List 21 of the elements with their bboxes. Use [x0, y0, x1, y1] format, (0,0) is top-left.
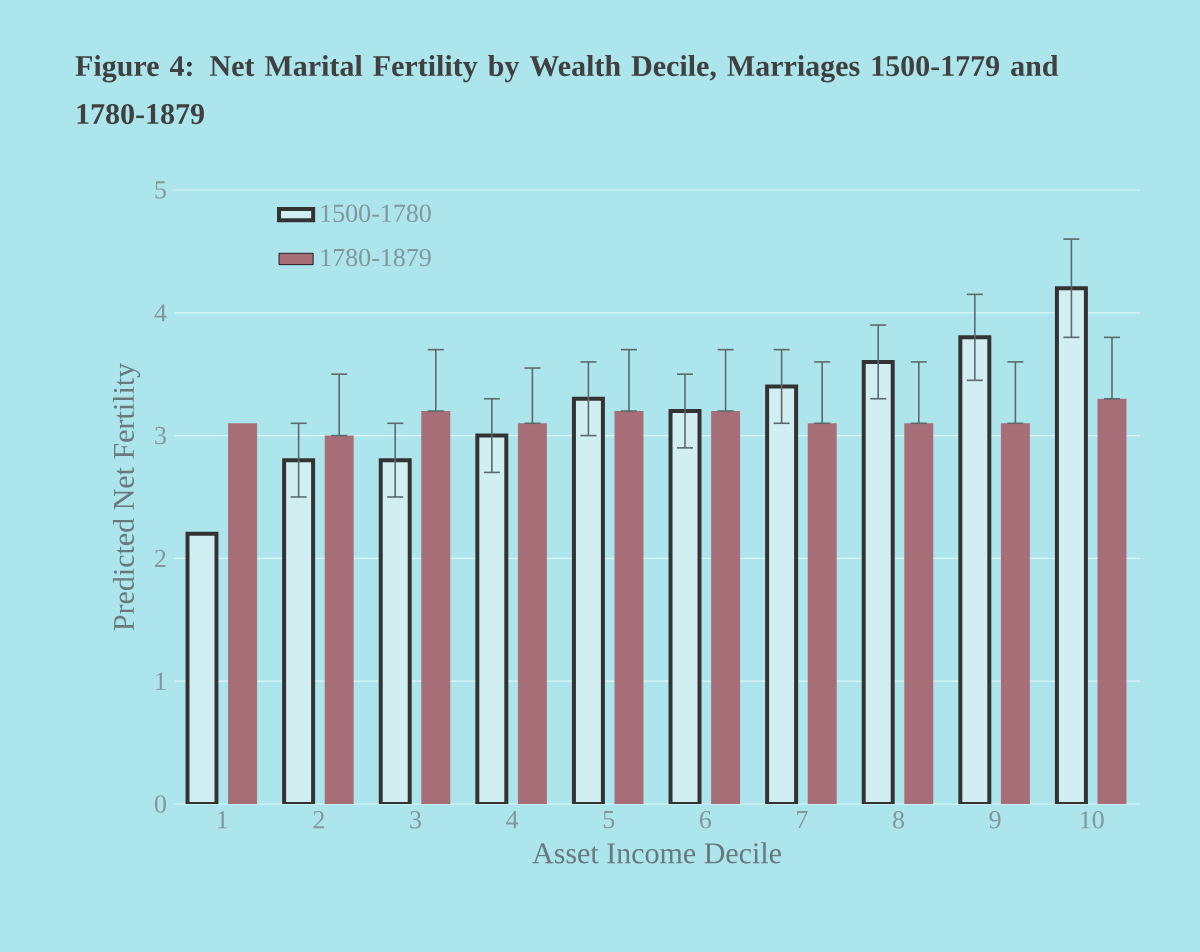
x-tick-label: 8 — [893, 811, 905, 829]
x-tick-label: 2 — [313, 811, 324, 829]
x-tick-label: 9 — [989, 811, 1001, 829]
x-tick-label: 1 — [218, 811, 228, 829]
y-tick-label: 4 — [154, 304, 167, 322]
legend-label: 1780-1879 — [321, 248, 431, 267]
x-tick-label: 5 — [603, 811, 615, 829]
chart-title: Figure 4: Net Marital Fertility by Wealth Decile, Marriages 1500-1779 and 1780-1879 — [75, 55, 1059, 125]
x-tick-label: 7 — [797, 811, 808, 829]
legend-label: 1500-1780 — [321, 204, 431, 223]
y-tick-label: 2 — [155, 549, 166, 567]
y-axis-title: Predicted Net Fertility — [112, 362, 141, 631]
x-axis-title: Asset Income Decile — [532, 842, 781, 864]
x-tick-label: 6 — [699, 811, 712, 829]
y-tick-label: 3 — [155, 426, 166, 445]
x-tick-label: 3 — [410, 811, 421, 829]
x-tick-label: 4 — [506, 811, 519, 829]
x-tick-label: 10 — [1081, 811, 1104, 829]
y-tick-label: 1 — [156, 672, 166, 690]
y-tick-label: 5 — [155, 181, 166, 199]
y-tick-label: 0 — [154, 795, 166, 813]
